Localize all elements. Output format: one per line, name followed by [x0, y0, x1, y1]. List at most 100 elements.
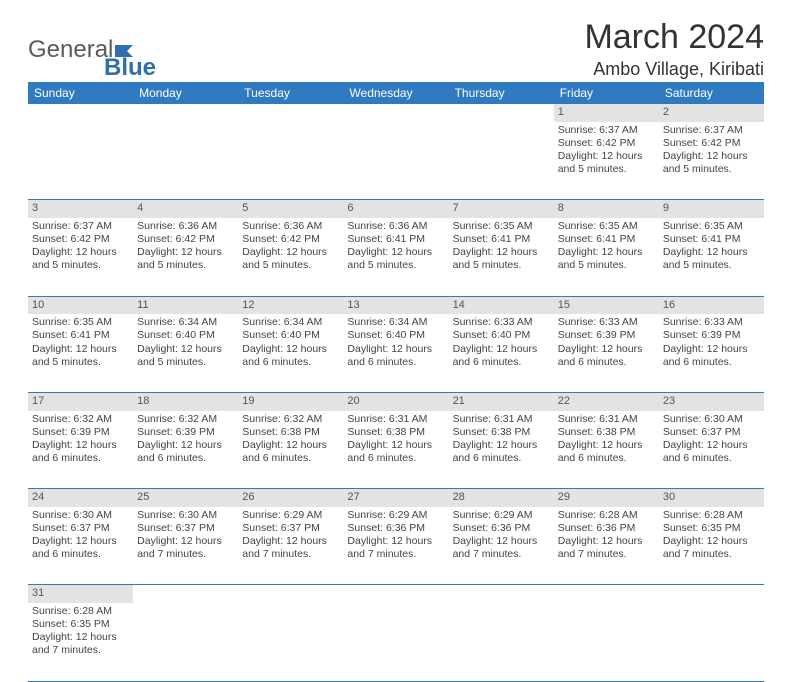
daylight-text: Daylight: 12 hours and 5 minutes.: [32, 343, 129, 369]
day-number: 27: [343, 489, 448, 507]
sunrise-text: Sunrise: 6:28 AM: [558, 509, 655, 522]
weekday-header-row: SundayMondayTuesdayWednesdayThursdayFrid…: [28, 82, 764, 104]
sunrise-text: Sunrise: 6:36 AM: [137, 220, 234, 233]
sunset-text: Sunset: 6:41 PM: [32, 329, 129, 342]
day-content-row: Sunrise: 6:30 AMSunset: 6:37 PMDaylight:…: [28, 507, 764, 585]
day-cell: Sunrise: 6:31 AMSunset: 6:38 PMDaylight:…: [343, 411, 448, 489]
day-cell: Sunrise: 6:36 AMSunset: 6:42 PMDaylight:…: [133, 218, 238, 296]
day-content-row: Sunrise: 6:37 AMSunset: 6:42 PMDaylight:…: [28, 122, 764, 200]
sunrise-text: Sunrise: 6:29 AM: [347, 509, 444, 522]
day-cell: Sunrise: 6:35 AMSunset: 6:41 PMDaylight:…: [449, 218, 554, 296]
day-number-row: 12: [28, 104, 764, 122]
day-number: 28: [449, 489, 554, 507]
sunset-text: Sunset: 6:41 PM: [558, 233, 655, 246]
day-cell: Sunrise: 6:28 AMSunset: 6:36 PMDaylight:…: [554, 507, 659, 585]
day-details: Sunrise: 6:31 AMSunset: 6:38 PMDaylight:…: [453, 413, 550, 466]
day-cell: [133, 603, 238, 681]
sunrise-text: Sunrise: 6:31 AM: [558, 413, 655, 426]
calendar-table: SundayMondayTuesdayWednesdayThursdayFrid…: [28, 82, 764, 682]
day-cell: Sunrise: 6:30 AMSunset: 6:37 PMDaylight:…: [133, 507, 238, 585]
sunrise-text: Sunrise: 6:37 AM: [32, 220, 129, 233]
sunset-text: Sunset: 6:38 PM: [347, 426, 444, 439]
day-number: 9: [659, 200, 764, 218]
day-number: 11: [133, 296, 238, 314]
sunset-text: Sunset: 6:41 PM: [347, 233, 444, 246]
day-number: 7: [449, 200, 554, 218]
day-details: Sunrise: 6:29 AMSunset: 6:36 PMDaylight:…: [347, 509, 444, 562]
sunset-text: Sunset: 6:39 PM: [558, 329, 655, 342]
daylight-text: Daylight: 12 hours and 6 minutes.: [558, 439, 655, 465]
day-details: Sunrise: 6:28 AMSunset: 6:35 PMDaylight:…: [32, 605, 129, 658]
sunset-text: Sunset: 6:37 PM: [663, 426, 760, 439]
day-content-row: Sunrise: 6:37 AMSunset: 6:42 PMDaylight:…: [28, 218, 764, 296]
sunset-text: Sunset: 6:35 PM: [663, 522, 760, 535]
daylight-text: Daylight: 12 hours and 6 minutes.: [453, 439, 550, 465]
daylight-text: Daylight: 12 hours and 6 minutes.: [32, 439, 129, 465]
sunrise-text: Sunrise: 6:34 AM: [137, 316, 234, 329]
day-number: 10: [28, 296, 133, 314]
day-number: [133, 104, 238, 122]
sunrise-text: Sunrise: 6:31 AM: [347, 413, 444, 426]
sunset-text: Sunset: 6:36 PM: [347, 522, 444, 535]
day-number: 31: [28, 585, 133, 603]
title-block: March 2024 Ambo Village, Kiribati: [584, 18, 764, 80]
day-details: Sunrise: 6:32 AMSunset: 6:39 PMDaylight:…: [137, 413, 234, 466]
day-number: 25: [133, 489, 238, 507]
day-number: 6: [343, 200, 448, 218]
daylight-text: Daylight: 12 hours and 5 minutes.: [558, 246, 655, 272]
sunrise-text: Sunrise: 6:30 AM: [32, 509, 129, 522]
day-number: 3: [28, 200, 133, 218]
day-cell: Sunrise: 6:36 AMSunset: 6:42 PMDaylight:…: [238, 218, 343, 296]
daylight-text: Daylight: 12 hours and 6 minutes.: [663, 439, 760, 465]
weekday-header: Saturday: [659, 82, 764, 104]
sunset-text: Sunset: 6:39 PM: [32, 426, 129, 439]
day-number: 4: [133, 200, 238, 218]
day-details: Sunrise: 6:33 AMSunset: 6:39 PMDaylight:…: [663, 316, 760, 369]
day-cell: [554, 603, 659, 681]
day-content-row: Sunrise: 6:28 AMSunset: 6:35 PMDaylight:…: [28, 603, 764, 681]
sunset-text: Sunset: 6:38 PM: [242, 426, 339, 439]
daylight-text: Daylight: 12 hours and 5 minutes.: [137, 246, 234, 272]
sunset-text: Sunset: 6:37 PM: [242, 522, 339, 535]
day-details: Sunrise: 6:35 AMSunset: 6:41 PMDaylight:…: [453, 220, 550, 273]
sunrise-text: Sunrise: 6:31 AM: [453, 413, 550, 426]
sunrise-text: Sunrise: 6:33 AM: [663, 316, 760, 329]
daylight-text: Daylight: 12 hours and 5 minutes.: [663, 150, 760, 176]
day-details: Sunrise: 6:34 AMSunset: 6:40 PMDaylight:…: [347, 316, 444, 369]
weekday-header: Thursday: [449, 82, 554, 104]
day-cell: Sunrise: 6:30 AMSunset: 6:37 PMDaylight:…: [28, 507, 133, 585]
day-number: [554, 585, 659, 603]
day-cell: Sunrise: 6:29 AMSunset: 6:37 PMDaylight:…: [238, 507, 343, 585]
daylight-text: Daylight: 12 hours and 5 minutes.: [347, 246, 444, 272]
sunset-text: Sunset: 6:40 PM: [453, 329, 550, 342]
sunset-text: Sunset: 6:37 PM: [137, 522, 234, 535]
sunrise-text: Sunrise: 6:37 AM: [558, 124, 655, 137]
day-number: 19: [238, 392, 343, 410]
day-cell: Sunrise: 6:35 AMSunset: 6:41 PMDaylight:…: [28, 314, 133, 392]
sunrise-text: Sunrise: 6:35 AM: [453, 220, 550, 233]
daylight-text: Daylight: 12 hours and 6 minutes.: [32, 535, 129, 561]
daylight-text: Daylight: 12 hours and 6 minutes.: [347, 343, 444, 369]
sunset-text: Sunset: 6:38 PM: [558, 426, 655, 439]
daylight-text: Daylight: 12 hours and 5 minutes.: [137, 343, 234, 369]
day-details: Sunrise: 6:37 AMSunset: 6:42 PMDaylight:…: [663, 124, 760, 177]
day-details: Sunrise: 6:30 AMSunset: 6:37 PMDaylight:…: [32, 509, 129, 562]
sunrise-text: Sunrise: 6:30 AM: [137, 509, 234, 522]
sunrise-text: Sunrise: 6:29 AM: [242, 509, 339, 522]
day-number: 26: [238, 489, 343, 507]
day-number: 1: [554, 104, 659, 122]
daylight-text: Daylight: 12 hours and 7 minutes.: [347, 535, 444, 561]
sunset-text: Sunset: 6:40 PM: [137, 329, 234, 342]
day-number-row: 10111213141516: [28, 296, 764, 314]
sunset-text: Sunset: 6:38 PM: [453, 426, 550, 439]
day-number: [449, 585, 554, 603]
day-cell: [238, 603, 343, 681]
sunset-text: Sunset: 6:35 PM: [32, 618, 129, 631]
day-details: Sunrise: 6:36 AMSunset: 6:41 PMDaylight:…: [347, 220, 444, 273]
daylight-text: Daylight: 12 hours and 6 minutes.: [242, 343, 339, 369]
sunrise-text: Sunrise: 6:33 AM: [558, 316, 655, 329]
day-cell: Sunrise: 6:35 AMSunset: 6:41 PMDaylight:…: [659, 218, 764, 296]
day-number: [343, 585, 448, 603]
day-number: 14: [449, 296, 554, 314]
day-number: [238, 104, 343, 122]
